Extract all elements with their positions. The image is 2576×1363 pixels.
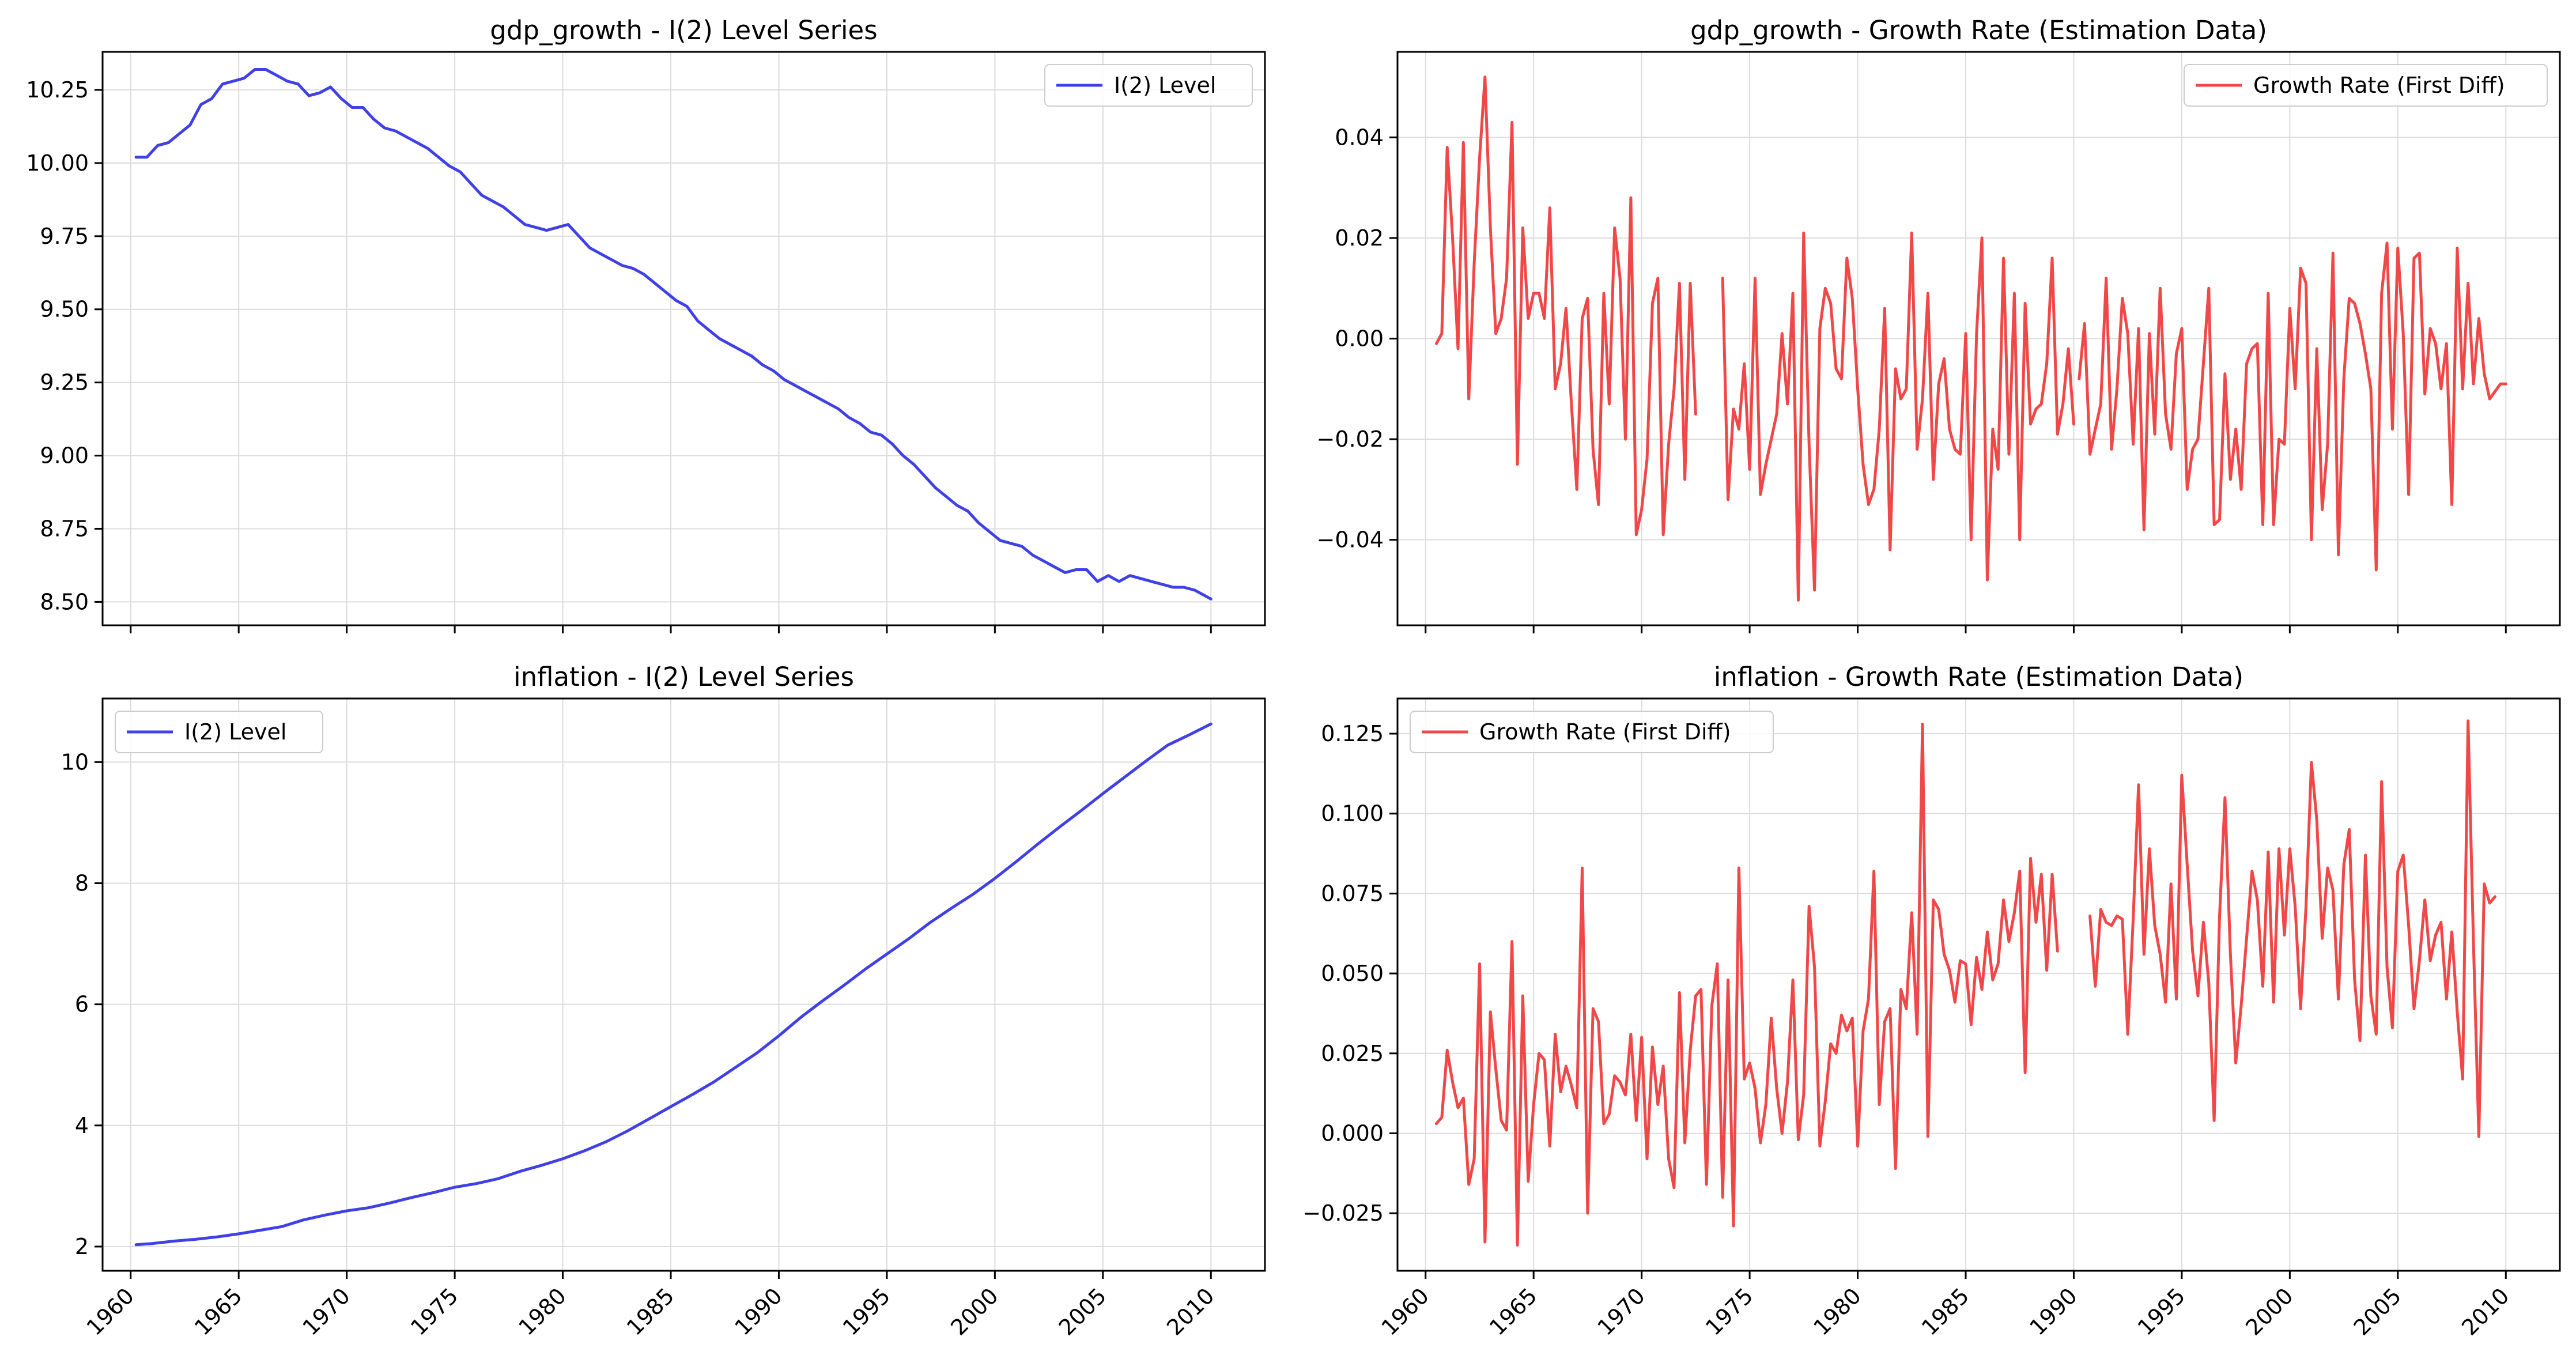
chart-panel-4: 1960 1965 1970 1975 1980 1985 1990 1995 2000 2005…: [1302, 662, 2561, 1341]
y-tick-label: 0.075: [1321, 881, 1384, 906]
chart-panel-1: 8.50 8.75 9.00 9.25 9.50 9.75 10.00 10.25 gdp_gr…: [26, 15, 1266, 633]
axes-frame: [1396, 697, 2561, 1272]
chart-title: gdp_growth - Growth Rate (Estimation Dat…: [1690, 15, 2267, 46]
x-tick-label: 2005: [1054, 1283, 1112, 1341]
y-tick-label: 0.100: [1321, 801, 1384, 826]
x-tick-label: 1990: [730, 1283, 787, 1341]
chart-title: inflation - Growth Rate (Estimation Data…: [1714, 662, 2243, 692]
legend-label: Growth Rate (First Diff): [2253, 73, 2505, 98]
y-tick-label: 8.75: [40, 516, 89, 541]
legend-box: [1410, 711, 1774, 753]
x-tick-label: 1960: [82, 1283, 139, 1341]
y-tick-label: 6: [75, 992, 89, 1017]
y-tick-label: 4: [75, 1113, 89, 1138]
chart-title: gdp_growth - I(2) Level Series: [490, 15, 877, 46]
y-tick-label: 10: [61, 749, 89, 775]
legend: Growth Rate (First Diff): [1410, 711, 1774, 753]
y-tick-label: 2: [75, 1234, 89, 1259]
legend-box: [115, 711, 323, 753]
x-tick-label: 1975: [406, 1283, 463, 1341]
series-line: [1435, 722, 2059, 1247]
y-tick-label: 0.050: [1321, 961, 1384, 986]
axes-frame: [101, 51, 1266, 626]
x-tick-label: 2010: [2457, 1283, 2514, 1341]
y-tick-label: 0.04: [1335, 124, 1384, 150]
y-tick-label: 0.125: [1321, 721, 1384, 746]
x-tick-label: 1960: [1377, 1283, 1434, 1341]
y-tick-label: 8: [75, 870, 89, 896]
legend: Growth Rate (First Diff): [2184, 64, 2548, 107]
series-line: [1721, 231, 2075, 602]
x-tick-label: 1995: [838, 1283, 896, 1341]
x-tick-label: 1980: [1808, 1283, 1866, 1341]
x-tick-label: 2000: [2241, 1283, 2298, 1341]
series-line: [134, 68, 1213, 601]
legend-box: [1044, 64, 1253, 107]
x-tick-label: 1985: [1917, 1283, 1974, 1341]
x-tick-label: 1990: [2024, 1283, 2082, 1341]
chart-panel-2: −0.04 −0.02 0.00 0.02 0.04 gdp_growth - Growt…: [1317, 15, 2561, 633]
x-tick-label: 1970: [1593, 1283, 1650, 1341]
x-tick-label: 1985: [622, 1283, 679, 1341]
series-line: [2078, 241, 2507, 572]
y-tick-label: 10.25: [26, 77, 89, 103]
legend-label: I(2) Level: [1114, 73, 1216, 98]
legend-label: Growth Rate (First Diff): [1479, 719, 1731, 745]
y-tick-label: 9.25: [40, 370, 89, 395]
series-line: [134, 722, 1213, 1247]
y-tick-label: 0.00: [1335, 326, 1384, 352]
legend: I(2) Level: [115, 711, 323, 753]
y-tick-label: −0.04: [1317, 527, 1384, 553]
x-tick-label: 2010: [1162, 1283, 1219, 1341]
x-tick-label: 1965: [190, 1283, 247, 1341]
legend-label: I(2) Level: [184, 719, 286, 745]
series-line: [1435, 75, 1697, 537]
x-tick-label: 1975: [1701, 1283, 1758, 1341]
x-tick-label: 1965: [1485, 1283, 1542, 1341]
y-tick-label: 10.00: [26, 150, 89, 176]
axes-frame: [101, 697, 1266, 1272]
series-line: [2088, 719, 2496, 1138]
x-tick-label: 1980: [513, 1283, 571, 1341]
legend-box: [2184, 64, 2548, 107]
x-tick-label: 2005: [2349, 1283, 2407, 1341]
y-tick-label: 9.00: [40, 443, 89, 469]
y-tick-label: −0.025: [1302, 1200, 1384, 1226]
x-tick-label: 2000: [946, 1283, 1003, 1341]
y-tick-label: 0.025: [1321, 1041, 1384, 1066]
y-tick-label: 0.000: [1321, 1120, 1384, 1146]
legend: I(2) Level: [1044, 64, 1253, 107]
y-tick-label: 0.02: [1335, 225, 1384, 251]
y-tick-label: 8.50: [40, 589, 89, 614]
y-tick-label: 9.50: [40, 297, 89, 322]
y-tick-label: −0.02: [1317, 426, 1384, 452]
y-tick-label: 9.75: [40, 224, 89, 249]
chart-panel-3: 1960 1965 1970 1975 1980 1985 1990 1995 2000 2005…: [61, 662, 1266, 1341]
chart-title: inflation - I(2) Level Series: [513, 662, 854, 692]
x-tick-label: 1995: [2133, 1283, 2190, 1341]
x-tick-label: 1970: [298, 1283, 356, 1341]
